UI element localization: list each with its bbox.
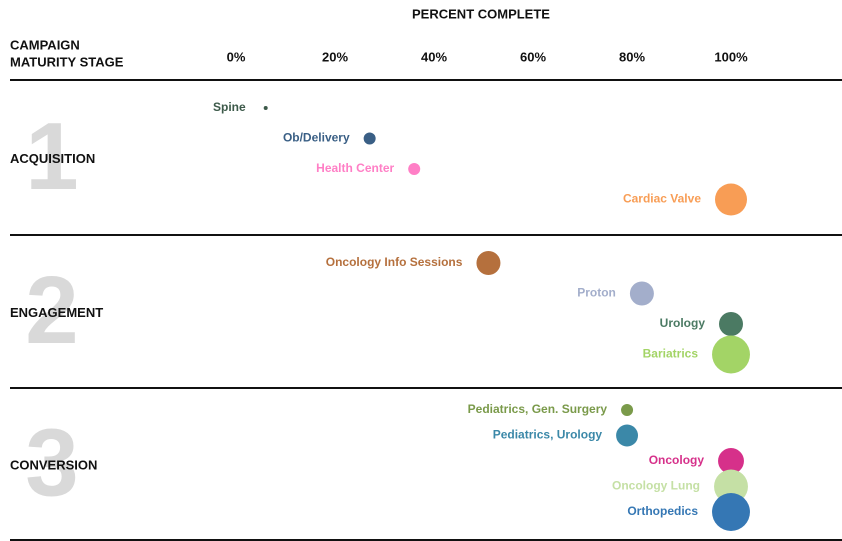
bubble-label: Ob/Delivery [283,131,350,145]
bubble [363,132,376,145]
bubble [263,106,268,110]
bubble [629,281,654,306]
x-tick-label: 60% [520,49,546,64]
bubble [719,312,743,336]
bubble [712,493,750,531]
bubble-label: Health Center [316,161,394,175]
x-tick-label: 40% [421,49,447,64]
x-tick-label: 100% [714,49,748,64]
y-label: MATURITY STAGE [10,54,124,69]
bubble [715,183,747,216]
bubble-label: Spine [213,100,246,114]
bubble-label: Urology [660,316,706,330]
bubble-label: Proton [577,286,616,300]
stage-name: CONVERSION [10,457,97,472]
bubble-label: Pediatrics, Gen. Surgery [468,402,608,416]
bubble-label: Oncology Lung [612,479,700,493]
bubble-label: Orthopedics [627,504,698,518]
bubble [718,448,744,474]
bubble-label: Oncology [649,453,705,467]
bubble [408,163,421,175]
bubble-label: Cardiac Valve [623,192,701,206]
x-tick-label: 80% [619,49,645,64]
stage-number: 1 [25,103,78,210]
bubble-label: Oncology Info Sessions [326,255,463,269]
bubble [616,424,639,447]
bubble [476,251,501,275]
bubble [712,335,750,374]
stage-name: ENGAGEMENT [10,305,103,320]
bubble [621,404,634,416]
bubble-label: Pediatrics, Urology [493,428,603,442]
bubble-label: Bariatrics [643,347,699,361]
stage-number: 3 [25,409,78,516]
x-tick-label: 20% [322,49,348,64]
y-label: CAMPAIGN [10,37,80,52]
stage-name: ACQUISITION [10,151,95,166]
chart-title: PERCENT COMPLETE [412,6,550,21]
stage-number: 2 [25,257,78,364]
bubble [714,469,748,504]
x-tick-label: 0% [227,49,246,64]
